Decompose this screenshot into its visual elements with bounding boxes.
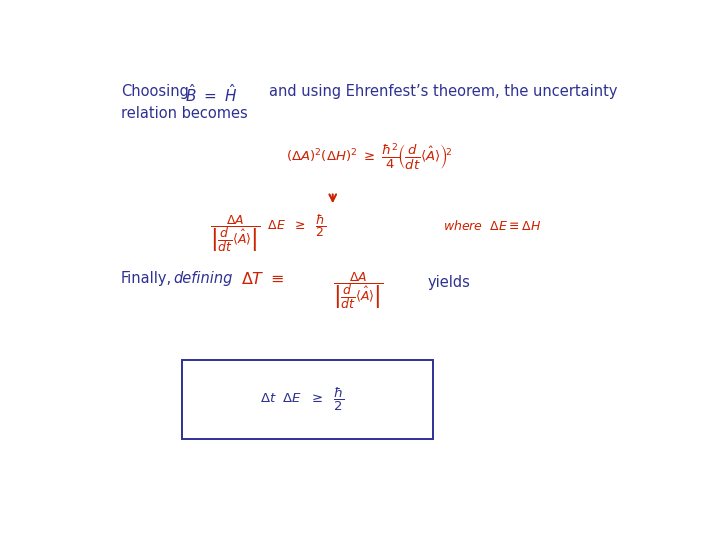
Text: defining: defining xyxy=(174,271,233,286)
Text: $\hat{B}\ =\ \hat{H}$: $\hat{B}\ =\ \hat{H}$ xyxy=(185,84,237,105)
Text: $(\Delta A)^2(\Delta H)^2\ \geq\ \dfrac{\hbar^2}{4}\!\left(\dfrac{d}{dt}\langle\: $(\Delta A)^2(\Delta H)^2\ \geq\ \dfrac{… xyxy=(286,141,452,172)
Text: Finally,: Finally, xyxy=(121,271,172,286)
FancyBboxPatch shape xyxy=(182,360,433,439)
Text: $\mathit{where}\ \ \Delta E \equiv \Delta H$: $\mathit{where}\ \ \Delta E \equiv \Delt… xyxy=(443,219,541,233)
Text: $\dfrac{\Delta A}{\left|\dfrac{d}{dt}\langle\hat{A}\rangle\right|}\ \ \Delta E\ : $\dfrac{\Delta A}{\left|\dfrac{d}{dt}\la… xyxy=(210,212,327,254)
Text: and using Ehrenfest’s theorem, the uncertainty: and using Ehrenfest’s theorem, the uncer… xyxy=(269,84,617,98)
Text: relation becomes: relation becomes xyxy=(121,106,248,122)
Text: $\dfrac{\Delta A}{\left|\dfrac{d}{dt}\langle\hat{A}\rangle\right|}$: $\dfrac{\Delta A}{\left|\dfrac{d}{dt}\la… xyxy=(333,271,383,312)
Text: $\Delta T\ \equiv$: $\Delta T\ \equiv$ xyxy=(240,271,284,287)
Text: yields: yields xyxy=(428,275,470,290)
Text: Choosing: Choosing xyxy=(121,84,189,98)
Text: $\Delta t\ \ \Delta E\ \ \geq\ \ \dfrac{\hbar}{2}$: $\Delta t\ \ \Delta E\ \ \geq\ \ \dfrac{… xyxy=(260,386,345,413)
